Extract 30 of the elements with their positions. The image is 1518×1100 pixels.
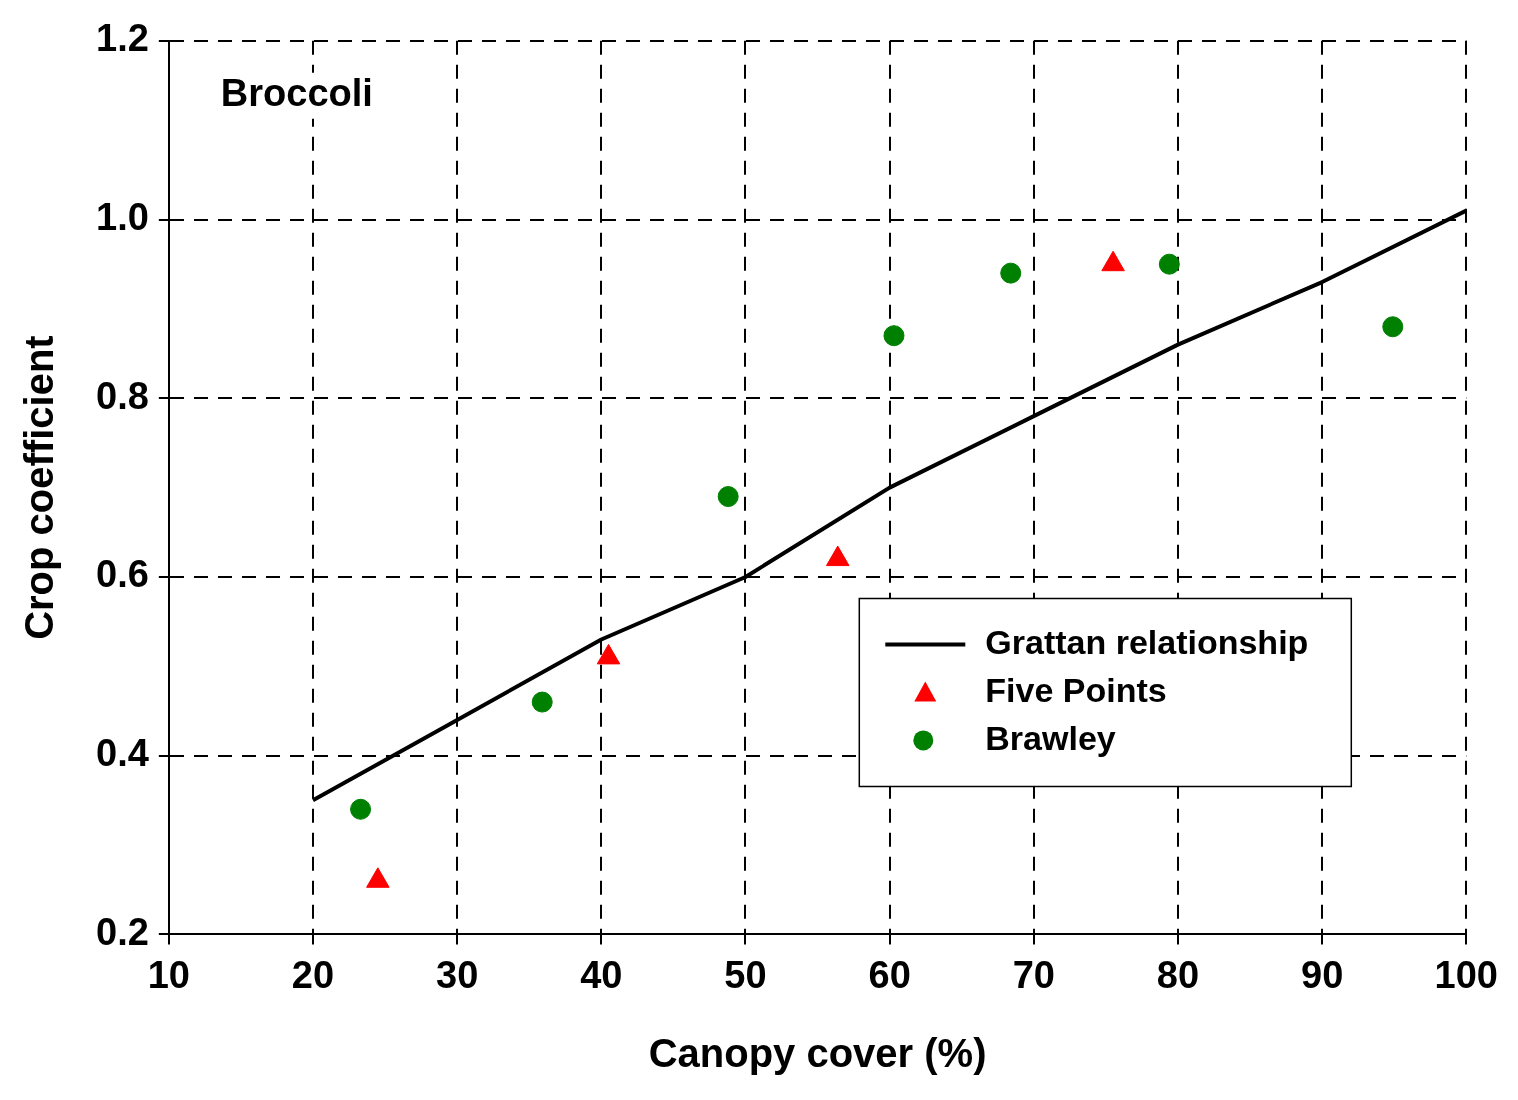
y-tick-label: 0.2 [96,910,149,953]
point [531,691,553,713]
point [1158,253,1180,275]
y-tick-label: 0.4 [96,732,149,775]
x-tick-label: 100 [1434,953,1498,996]
y-tick-label: 0.6 [96,553,149,596]
legend-label: Grattan relationship [985,622,1309,661]
x-tick-label: 90 [1300,953,1344,996]
point [350,798,372,820]
y-tick-label: 1.2 [96,17,149,60]
point [1382,316,1404,338]
x-axis-title: Canopy cover (%) [648,1031,987,1076]
x-tick-label: 40 [580,953,623,996]
x-tick-label: 50 [724,953,767,996]
x-tick-label: 60 [868,953,911,996]
point [366,867,390,888]
y-tick-label: 1.0 [96,196,149,238]
annotation: Broccoli [220,72,373,115]
y-axis-title: Crop coefficient [17,335,62,640]
x-tick-label: 30 [436,953,479,996]
legend-label: Brawley [985,718,1116,757]
point [1000,262,1022,284]
y-tick-label: 0.8 [96,374,149,417]
x-tick-label: 10 [147,953,190,996]
x-tick-label: 80 [1156,953,1200,996]
x-tick-label: 70 [1012,953,1055,996]
point [717,486,739,508]
x-tick-label: 20 [291,953,335,996]
point [883,325,905,347]
legend-label: Five Points [985,670,1167,709]
